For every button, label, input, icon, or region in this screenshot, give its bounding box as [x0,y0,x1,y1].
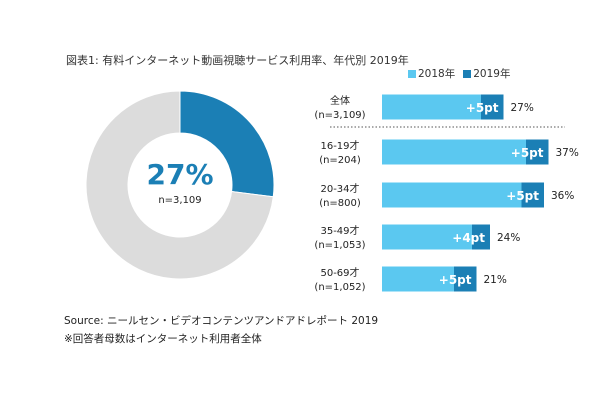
total-label: 24% [497,232,520,244]
donut-center-n: n=3,109 [158,195,202,206]
bar-segment-2018 [382,224,472,250]
category-n-label: (n=1,052) [314,282,365,293]
bar-segment-2019 [472,224,490,250]
source-note: Source: ニールセン・ビデオコンテンツアンドアドレポート 2019 [64,315,379,327]
bar-row: 35-49才 (n=1,053) +4pt 24% [314,224,520,251]
category-n-label: (n=204) [319,155,361,166]
total-label: 27% [511,102,534,114]
total-label: 36% [551,190,574,202]
bar-chart: 全体 (n=3,109) +5pt 27% 16-19才 (n=204) +5pt 37% 20… [314,94,579,293]
base-note: ※回答者母数はインターネット利用者全体 [64,333,262,345]
category-label: 16-19才 [320,139,359,152]
diff-label: +5pt [439,273,472,287]
category-label: 50-69才 [320,266,359,279]
donut-center-percent: 27% [146,158,214,191]
total-label: 21% [484,274,507,286]
chart-title: 図表1: 有料インターネット動画視聴サービス利用率、年代別 2019年 [66,54,409,67]
diff-label: +5pt [466,101,499,115]
bar-row: 16-19才 (n=204) +5pt 37% [319,139,579,166]
diff-label: +5pt [506,189,539,203]
legend-swatch-2018 [408,69,416,78]
bar-segment-2019 [526,139,549,165]
donut-chart [85,90,275,280]
donut-slice-0 [179,90,275,198]
bar-segment-2018 [382,266,454,292]
category-label: 20-34才 [320,182,359,195]
legend-item-2018: 2018年 [408,66,455,81]
legend: 2018年 2019年 [408,66,510,81]
category-n-label: (n=3,109) [314,110,365,121]
bar-row: 全体 (n=3,109) +5pt 27% [314,94,533,121]
bar-segment-2018 [382,94,481,120]
bar-segment-2019 [481,94,504,120]
legend-label-2019: 2019年 [473,68,511,80]
category-label: 全体 [330,94,350,107]
bar-segment-2018 [382,139,526,165]
legend-label-2018: 2018年 [418,68,456,80]
bar-segment-2019 [454,266,477,292]
donut-slice-1 [85,90,274,280]
total-label: 37% [556,147,579,159]
legend-swatch-2019 [463,69,472,78]
diff-label: +5pt [511,146,544,160]
category-label: 35-49才 [320,224,359,237]
diff-label: +4pt [452,231,485,245]
legend-item-2019: 2019年 [463,66,510,81]
category-n-label: (n=1,053) [314,240,365,251]
bar-row: 20-34才 (n=800) +5pt 36% [319,182,574,209]
bar-segment-2019 [521,182,544,208]
bar-segment-2018 [382,182,522,208]
category-n-label: (n=800) [319,198,361,209]
bar-row: 50-69才 (n=1,052) +5pt 21% [314,266,506,293]
